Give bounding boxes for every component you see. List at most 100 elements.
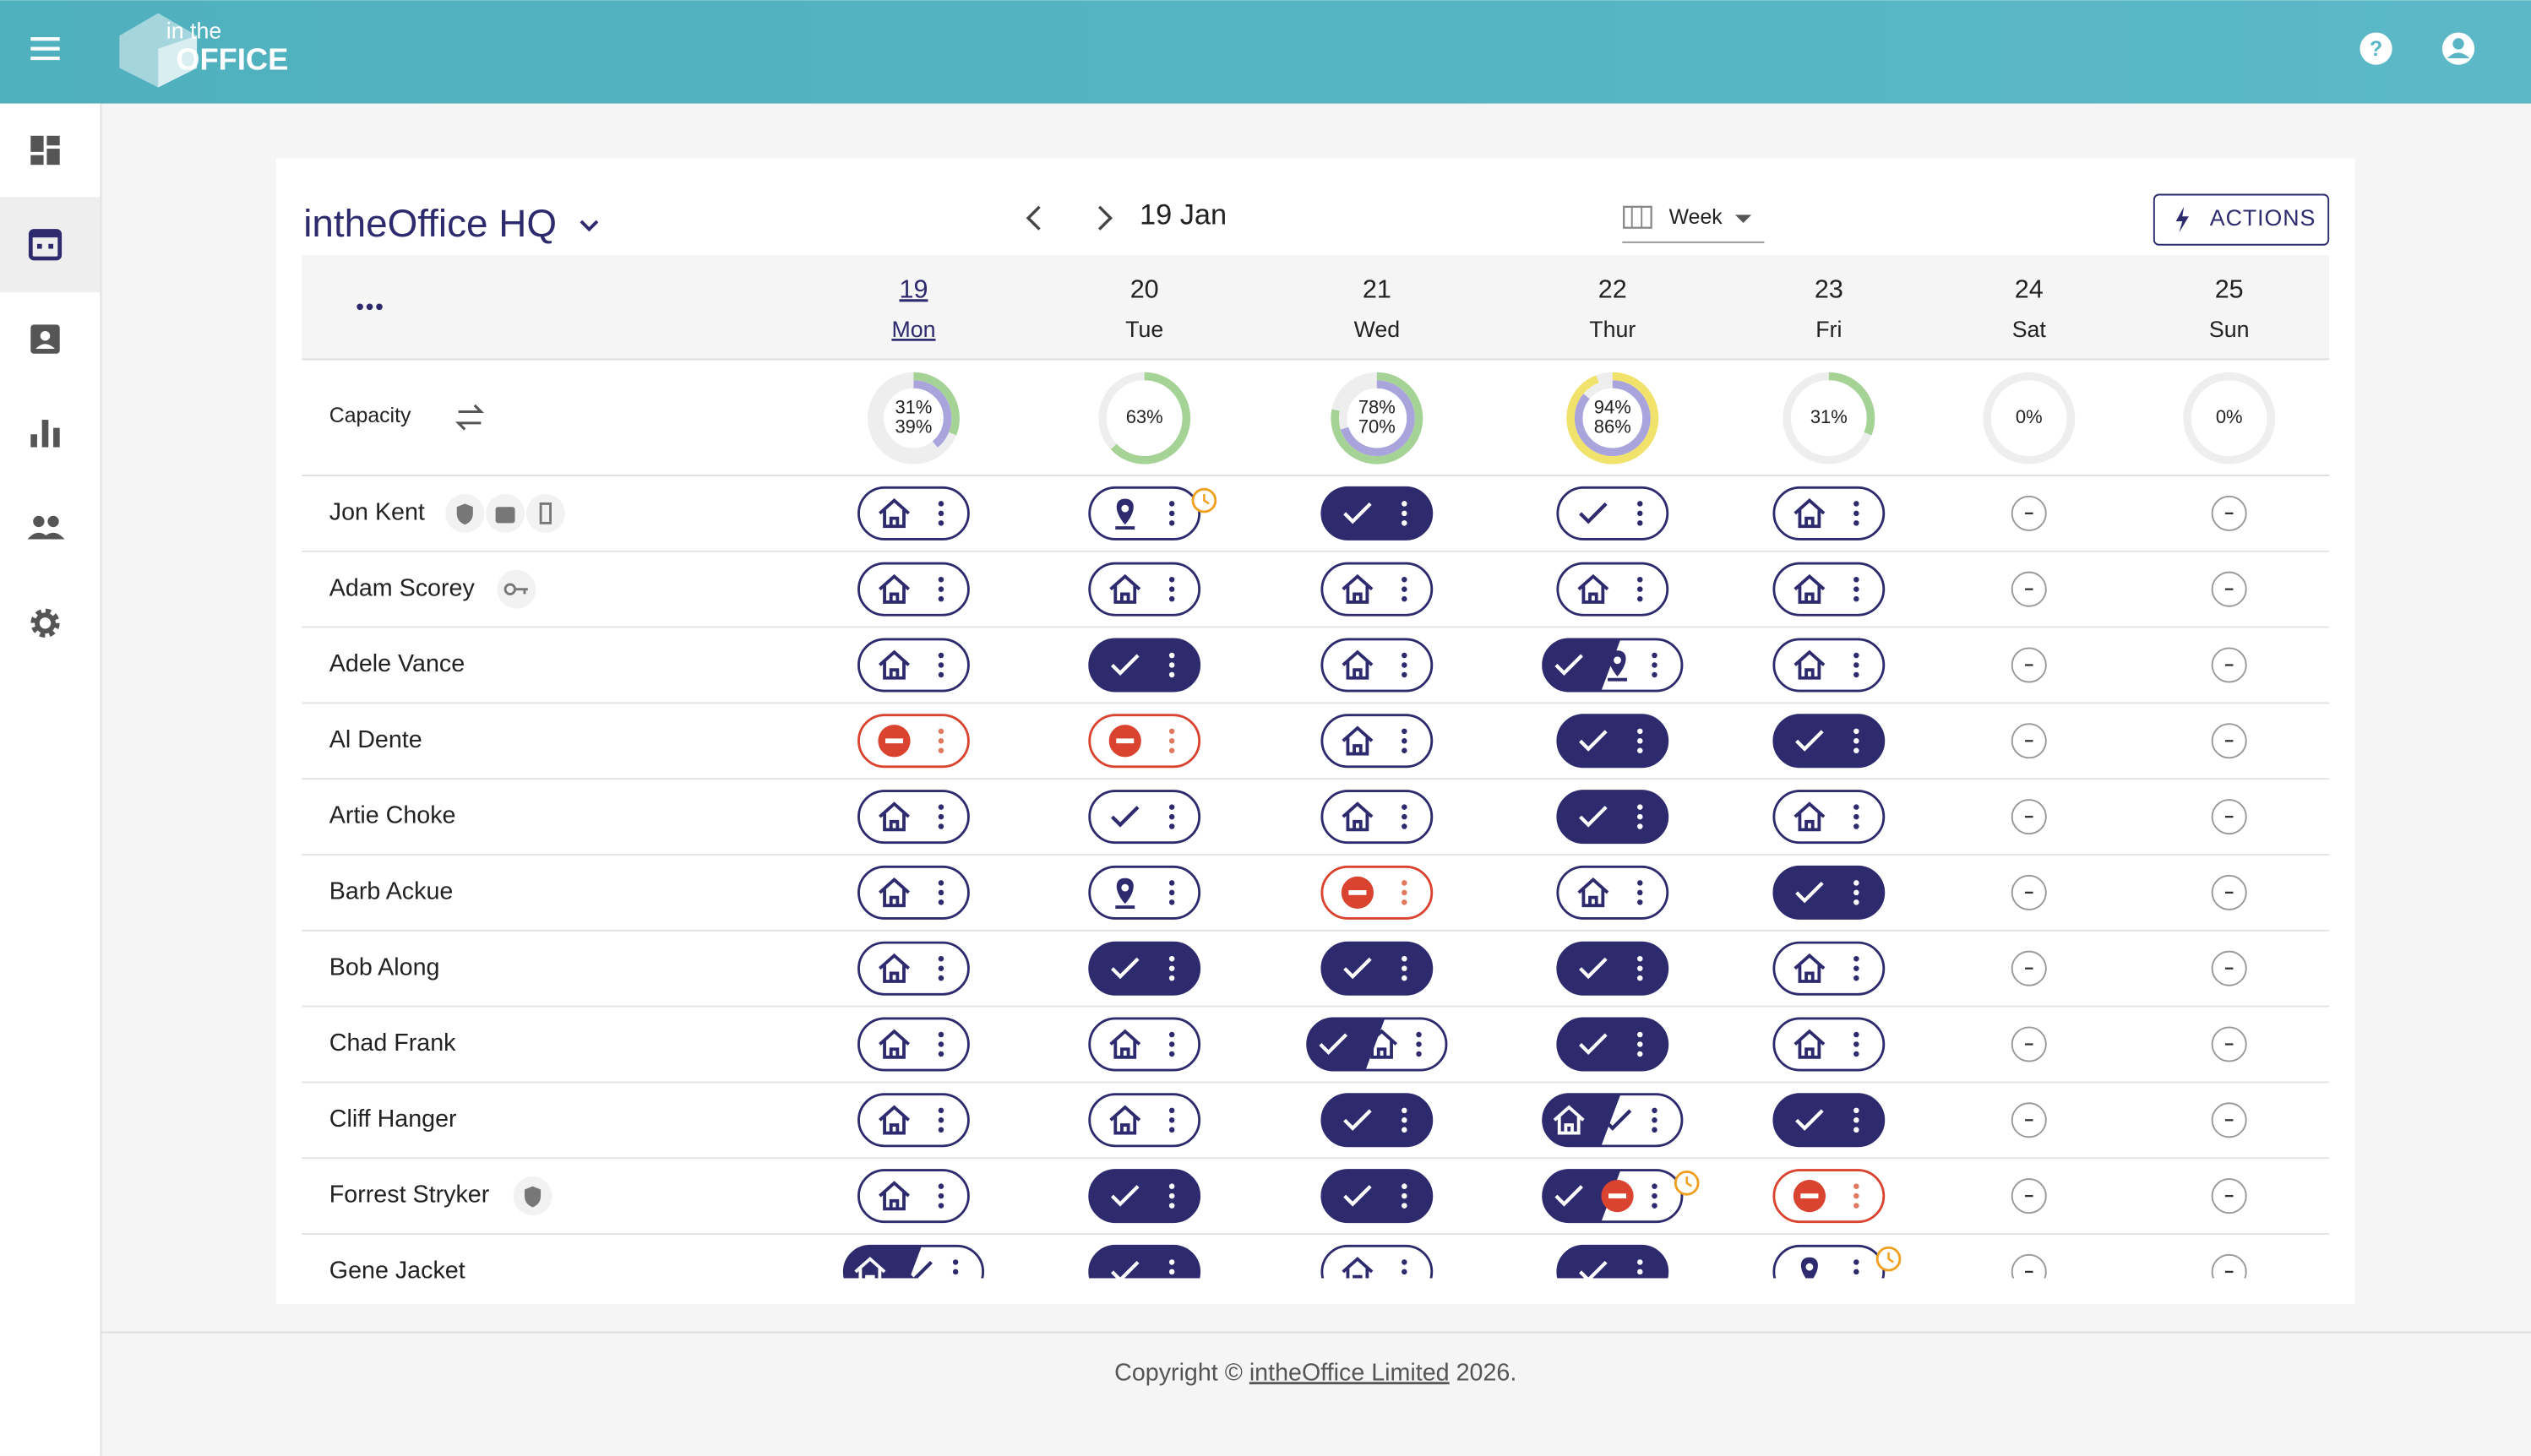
day-number[interactable]: 25 bbox=[2215, 274, 2244, 303]
logo[interactable]: in the OFFICE bbox=[119, 13, 288, 88]
person-name[interactable]: Forrest Stryker bbox=[329, 1182, 490, 1209]
day-number[interactable]: 19 bbox=[899, 274, 928, 303]
status-pill[interactable] bbox=[857, 714, 970, 769]
status-pill[interactable] bbox=[1772, 486, 1886, 541]
weekend-cell[interactable] bbox=[2011, 571, 2047, 607]
status-pill[interactable] bbox=[1088, 1244, 1201, 1297]
status-pill[interactable] bbox=[1556, 865, 1669, 920]
weekend-cell[interactable] bbox=[2011, 1253, 2047, 1289]
location-select[interactable]: intheOffice HQ bbox=[303, 201, 599, 245]
person-name[interactable]: Jon Kent bbox=[329, 498, 425, 525]
status-pill[interactable] bbox=[1088, 865, 1201, 920]
day-number[interactable]: 20 bbox=[1130, 274, 1159, 303]
status-pill[interactable] bbox=[1772, 790, 1886, 845]
status-pill[interactable] bbox=[1556, 714, 1669, 769]
weekday[interactable]: Sun bbox=[2209, 317, 2250, 342]
status-pill[interactable] bbox=[1088, 1093, 1201, 1148]
person-name[interactable]: Gene Jacket bbox=[329, 1257, 465, 1284]
weekend-cell[interactable] bbox=[2211, 1026, 2247, 1062]
person-name[interactable]: Bob Along bbox=[329, 953, 440, 981]
status-pill[interactable] bbox=[1088, 486, 1201, 541]
person-name[interactable]: Adele Vance bbox=[329, 650, 465, 677]
weekday[interactable]: Sat bbox=[2012, 317, 2047, 342]
nav-settings[interactable] bbox=[30, 608, 60, 638]
weekend-cell[interactable] bbox=[2211, 495, 2247, 531]
weekend-cell[interactable] bbox=[2211, 950, 2247, 986]
status-pill[interactable] bbox=[857, 562, 970, 617]
weekday[interactable]: Fri bbox=[1815, 317, 1842, 342]
weekend-cell[interactable] bbox=[2211, 1102, 2247, 1138]
nav-calendar[interactable] bbox=[28, 229, 63, 261]
weekend-cell[interactable] bbox=[2011, 495, 2047, 531]
status-pill[interactable] bbox=[1320, 714, 1434, 769]
swap-button[interactable] bbox=[454, 404, 485, 431]
weekday[interactable]: Wed bbox=[1354, 317, 1401, 342]
status-pill[interactable] bbox=[1320, 486, 1434, 541]
status-pill[interactable] bbox=[1320, 1169, 1434, 1224]
nav-reports[interactable] bbox=[30, 420, 60, 448]
status-pill[interactable] bbox=[1772, 714, 1886, 769]
weekend-cell[interactable] bbox=[2211, 1253, 2247, 1289]
status-pill[interactable] bbox=[1542, 638, 1684, 693]
weekend-cell[interactable] bbox=[2211, 1178, 2247, 1214]
day-number[interactable]: 21 bbox=[1363, 274, 1391, 303]
weekend-cell[interactable] bbox=[2011, 723, 2047, 759]
status-pill[interactable] bbox=[1556, 486, 1669, 541]
actions-button[interactable]: ACTIONS bbox=[2153, 193, 2330, 246]
status-pill[interactable] bbox=[1556, 562, 1669, 617]
person-name[interactable]: Adam Scorey bbox=[329, 574, 476, 601]
status-pill[interactable] bbox=[842, 1244, 985, 1297]
help-button[interactable]: ? bbox=[2360, 32, 2392, 65]
status-pill[interactable] bbox=[1088, 714, 1201, 769]
weekend-cell[interactable] bbox=[2211, 647, 2247, 683]
status-pill[interactable] bbox=[1556, 1244, 1669, 1297]
status-pill[interactable] bbox=[1772, 1093, 1886, 1148]
weekend-cell[interactable] bbox=[2011, 1102, 2047, 1138]
status-pill[interactable] bbox=[1320, 1244, 1434, 1297]
status-pill[interactable] bbox=[857, 1017, 970, 1072]
person-name[interactable]: Chad Frank bbox=[329, 1030, 456, 1057]
day-number[interactable]: 23 bbox=[1815, 274, 1843, 303]
status-pill[interactable] bbox=[1542, 1093, 1684, 1148]
menu-button[interactable] bbox=[30, 37, 60, 61]
status-pill[interactable] bbox=[1772, 638, 1886, 693]
status-pill[interactable] bbox=[857, 941, 970, 996]
status-pill[interactable] bbox=[1320, 638, 1434, 693]
status-pill[interactable] bbox=[1772, 562, 1886, 617]
status-pill[interactable] bbox=[1088, 562, 1201, 617]
more-button[interactable] bbox=[357, 303, 383, 311]
status-pill[interactable] bbox=[1320, 562, 1434, 617]
status-pill[interactable] bbox=[1772, 865, 1886, 920]
view-select[interactable]: Week bbox=[1622, 205, 1765, 243]
status-pill[interactable] bbox=[1556, 941, 1669, 996]
weekend-cell[interactable] bbox=[2011, 874, 2047, 910]
weekend-cell[interactable] bbox=[2211, 571, 2247, 607]
status-pill[interactable] bbox=[1772, 1169, 1886, 1224]
weekend-cell[interactable] bbox=[2211, 799, 2247, 835]
status-pill[interactable] bbox=[1088, 1017, 1201, 1072]
status-pill[interactable] bbox=[1772, 1244, 1886, 1297]
account-button[interactable] bbox=[2441, 32, 2475, 65]
status-pill[interactable] bbox=[857, 638, 970, 693]
footer-link[interactable]: intheOffice Limited bbox=[1249, 1359, 1450, 1386]
status-pill[interactable] bbox=[1320, 941, 1434, 996]
day-number[interactable]: 24 bbox=[2015, 274, 2044, 303]
weekday[interactable]: Thur bbox=[1589, 317, 1636, 342]
weekend-cell[interactable] bbox=[2011, 799, 2047, 835]
status-pill[interactable] bbox=[1772, 941, 1886, 996]
status-pill[interactable] bbox=[1772, 1017, 1886, 1072]
status-pill[interactable] bbox=[857, 1093, 970, 1148]
status-pill[interactable] bbox=[1088, 790, 1201, 845]
status-pill[interactable] bbox=[857, 1169, 970, 1224]
status-pill[interactable] bbox=[1306, 1017, 1448, 1072]
person-name[interactable]: Artie Choke bbox=[329, 802, 456, 829]
status-pill[interactable] bbox=[1556, 790, 1669, 845]
status-pill[interactable] bbox=[857, 865, 970, 920]
weekend-cell[interactable] bbox=[2011, 950, 2047, 986]
nav-people[interactable] bbox=[27, 515, 65, 540]
nav-badge[interactable] bbox=[30, 324, 60, 354]
weekday[interactable]: Tue bbox=[1125, 317, 1163, 342]
status-pill[interactable] bbox=[1542, 1169, 1684, 1224]
weekend-cell[interactable] bbox=[2211, 874, 2247, 910]
person-name[interactable]: Al Dente bbox=[329, 726, 422, 753]
